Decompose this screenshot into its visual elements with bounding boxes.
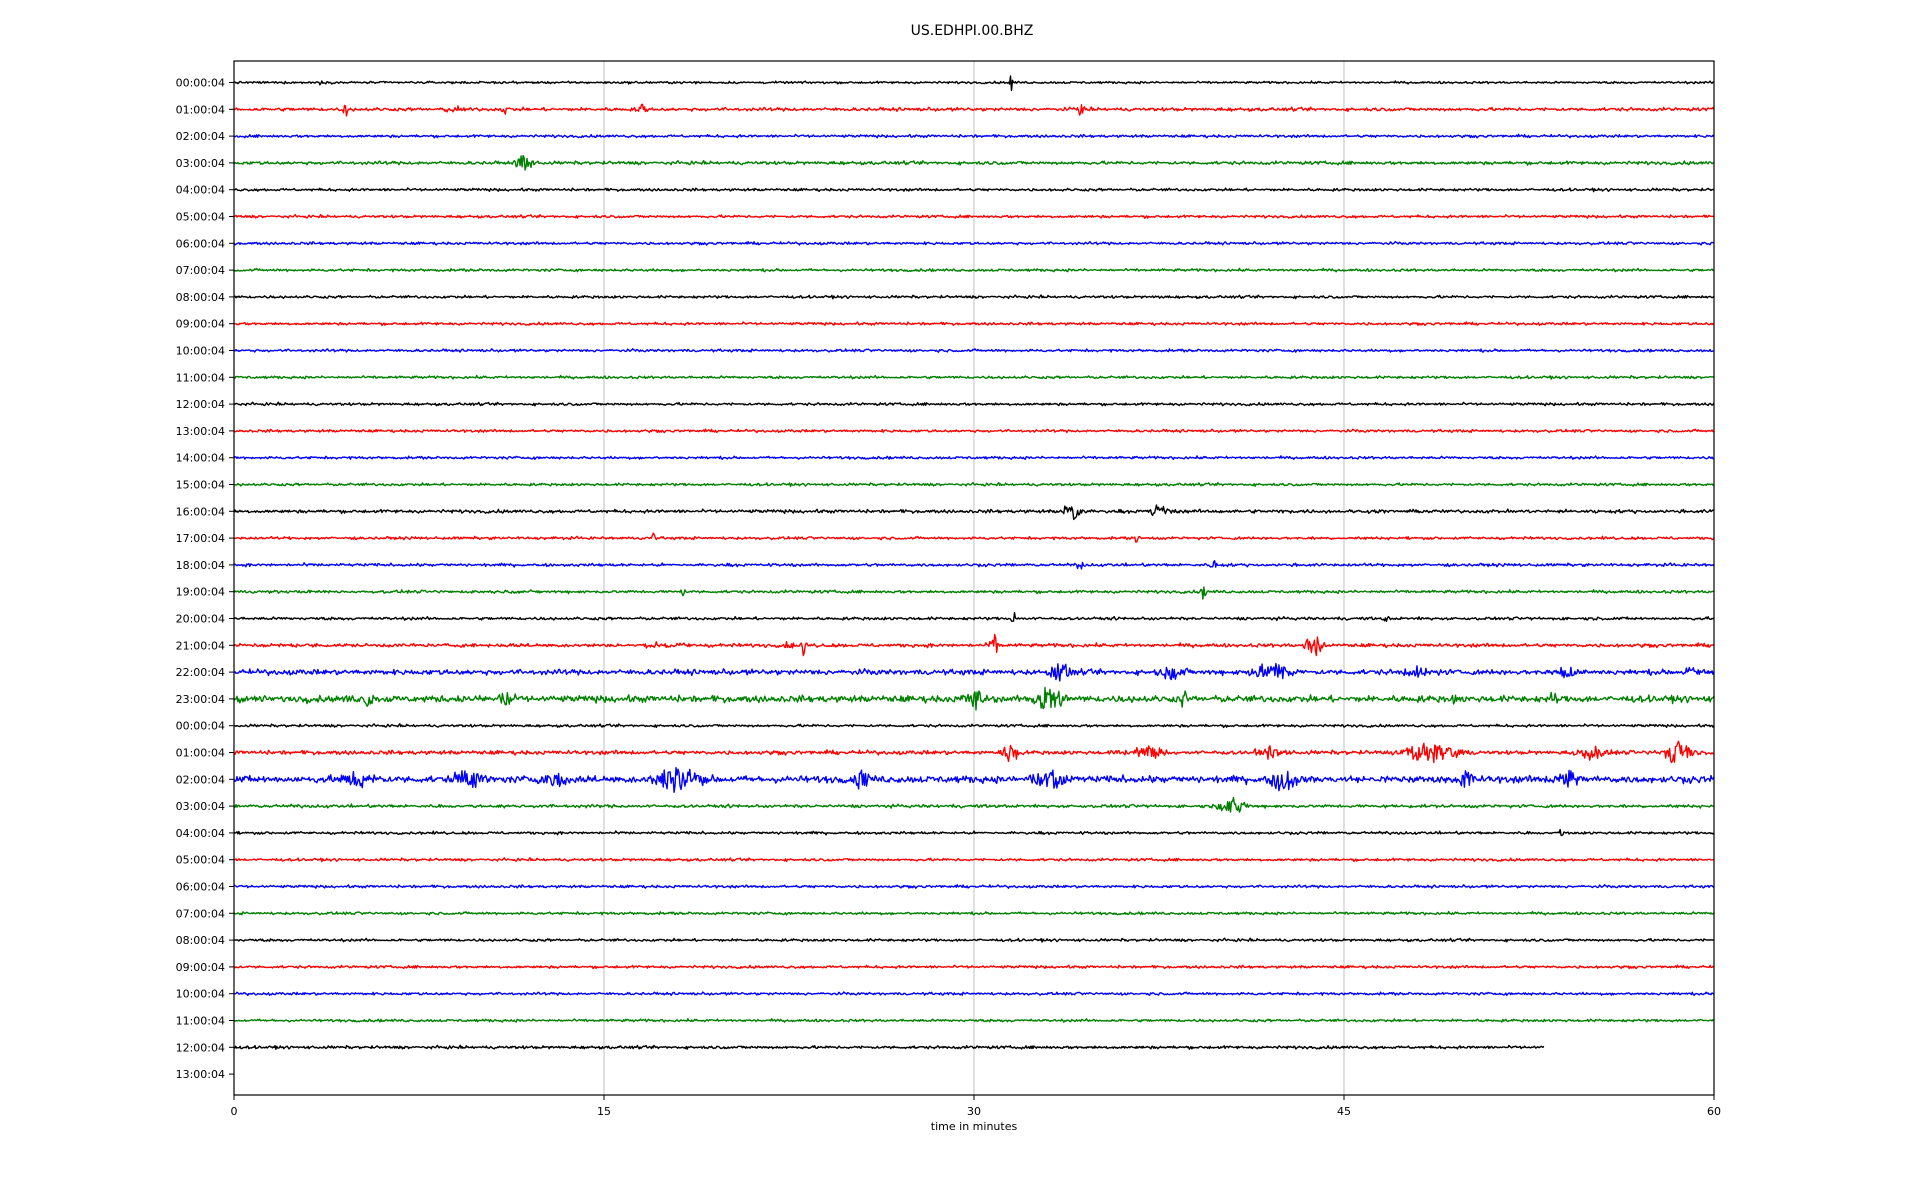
trace-row-3 [233, 154, 1715, 171]
row-label-17: 17:00:04 [176, 532, 225, 545]
row-label-7: 07:00:04 [176, 264, 225, 277]
trace-row-30 [233, 884, 1715, 889]
row-label-24: 00:00:04 [176, 720, 225, 733]
trace-row-35 [233, 1018, 1715, 1023]
trace-row-23 [233, 686, 1715, 711]
trace-row-19 [233, 586, 1715, 600]
row-label-28: 04:00:04 [176, 827, 225, 840]
x-tick-label-15: 15 [597, 1105, 611, 1118]
row-label-37: 13:00:04 [176, 1068, 225, 1081]
trace-row-6 [233, 240, 1715, 246]
trace-row-28 [233, 828, 1715, 837]
chart-title: US.EDHPI.00.BHZ [911, 23, 1034, 39]
x-tick-label-0: 0 [231, 1105, 238, 1118]
trace-row-16 [233, 504, 1715, 521]
trace-row-26 [233, 767, 1715, 793]
trace-row-9 [233, 321, 1715, 327]
trace-row-4 [234, 187, 1715, 193]
row-label-30: 06:00:04 [176, 881, 225, 894]
row-label-0: 00:00:04 [176, 77, 225, 90]
row-label-32: 08:00:04 [176, 934, 225, 947]
row-label-13: 13:00:04 [176, 425, 225, 438]
row-label-23: 23:00:04 [176, 693, 225, 706]
trace-row-7 [233, 267, 1715, 273]
trace-row-32 [233, 937, 1715, 943]
row-label-20: 20:00:04 [176, 613, 225, 626]
row-label-2: 02:00:04 [176, 130, 225, 143]
row-label-36: 12:00:04 [176, 1041, 225, 1054]
trace-row-34 [234, 991, 1715, 997]
row-label-27: 03:00:04 [176, 800, 225, 813]
row-label-11: 11:00:04 [176, 371, 225, 384]
trace-row-24 [233, 723, 1715, 729]
trace-row-12 [233, 401, 1715, 407]
row-label-6: 06:00:04 [176, 237, 225, 250]
trace-row-36 [233, 1044, 1545, 1050]
trace-row-2 [233, 133, 1715, 139]
row-label-12: 12:00:04 [176, 398, 225, 411]
trace-row-5 [233, 213, 1715, 219]
vertical-gridlines [603, 61, 1345, 1095]
row-label-19: 19:00:04 [176, 586, 225, 599]
row-label-5: 05:00:04 [176, 211, 225, 224]
trace-row-21 [233, 633, 1715, 657]
row-label-16: 16:00:04 [176, 505, 225, 518]
x-axis-ticks: 0 15 30 45 60 [231, 1095, 1721, 1118]
x-axis-label: time in minutes [931, 1120, 1018, 1133]
trace-row-22 [233, 662, 1715, 682]
trace-row-0 [233, 75, 1715, 92]
row-label-29: 05:00:04 [176, 854, 225, 867]
trace-row-27 [233, 796, 1715, 813]
row-label-14: 14:00:04 [176, 452, 225, 465]
row-label-1: 01:00:04 [176, 103, 225, 116]
trace-row-20 [233, 612, 1715, 622]
trace-row-25 [233, 740, 1715, 764]
row-label-22: 22:00:04 [176, 666, 225, 679]
row-label-4: 04:00:04 [176, 184, 225, 197]
trace-row-13 [233, 428, 1715, 434]
trace-row-14 [233, 455, 1715, 461]
row-label-34: 10:00:04 [176, 988, 225, 1001]
row-label-3: 03:00:04 [176, 157, 225, 170]
seismic-traces [233, 75, 1715, 1050]
trace-row-11 [233, 374, 1715, 380]
row-label-33: 09:00:04 [176, 961, 225, 974]
row-label-35: 11:00:04 [176, 1015, 225, 1028]
row-label-25: 01:00:04 [176, 747, 225, 760]
trace-row-33 [233, 964, 1715, 970]
row-label-8: 08:00:04 [176, 291, 225, 304]
row-label-18: 18:00:04 [176, 559, 225, 572]
x-tick-label-60: 60 [1707, 1105, 1721, 1118]
row-label-9: 09:00:04 [176, 318, 225, 331]
row-label-21: 21:00:04 [176, 639, 225, 652]
trace-row-1 [233, 103, 1715, 117]
x-tick-label-30: 30 [967, 1105, 981, 1118]
trace-row-17 [233, 532, 1715, 543]
row-time-labels: 00:00:04 01:00:04 02:00:04 03:00:04 04:00:04… [176, 77, 234, 1081]
trace-row-29 [233, 857, 1715, 863]
x-tick-label-45: 45 [1337, 1105, 1351, 1118]
trace-row-10 [233, 348, 1714, 353]
trace-row-31 [233, 910, 1715, 916]
trace-row-18 [233, 560, 1715, 570]
trace-row-8 [233, 294, 1715, 300]
trace-row-15 [233, 481, 1715, 488]
row-label-10: 10:00:04 [176, 345, 225, 358]
row-label-31: 07:00:04 [176, 907, 225, 920]
row-label-15: 15:00:04 [176, 479, 225, 492]
row-label-26: 02:00:04 [176, 773, 225, 786]
